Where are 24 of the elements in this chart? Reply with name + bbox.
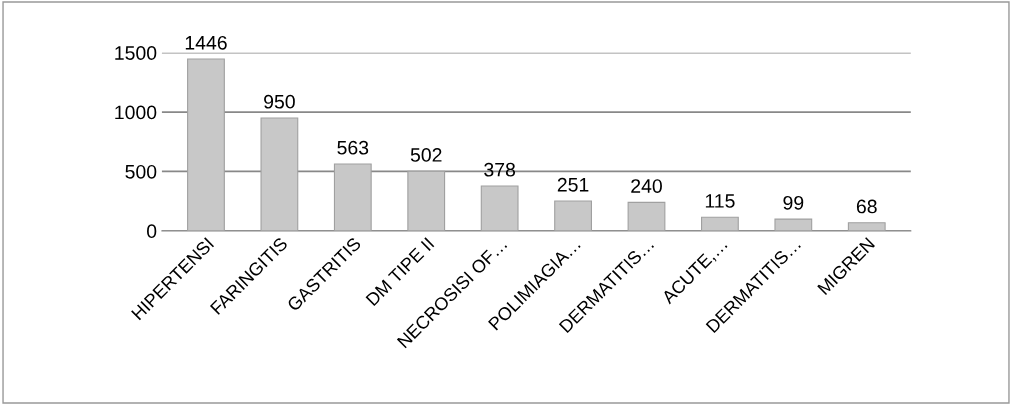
bar bbox=[700, 216, 739, 231]
data-label: 563 bbox=[337, 140, 369, 155]
bar bbox=[847, 222, 886, 231]
data-label: 115 bbox=[705, 194, 735, 208]
bar bbox=[774, 218, 813, 231]
bar bbox=[407, 170, 446, 231]
data-label: 1446 bbox=[185, 35, 227, 50]
data-label: 251 bbox=[557, 177, 589, 192]
y-tick-label: 500 bbox=[125, 164, 157, 179]
y-tick-label: 1500 bbox=[115, 46, 157, 60]
data-label: 378 bbox=[484, 162, 516, 177]
bar bbox=[260, 117, 299, 231]
data-label: 68 bbox=[856, 199, 877, 214]
y-tick-label: 1000 bbox=[115, 105, 157, 120]
bar bbox=[627, 201, 666, 231]
data-label: 99 bbox=[783, 195, 804, 210]
data-label: 240 bbox=[631, 179, 662, 193]
bar bbox=[187, 58, 225, 231]
data-label: 502 bbox=[410, 148, 442, 162]
y-tick-label: 0 bbox=[147, 224, 157, 239]
bar bbox=[480, 185, 519, 231]
bar bbox=[333, 163, 372, 231]
data-label: 950 bbox=[264, 94, 295, 109]
bar bbox=[554, 200, 592, 231]
